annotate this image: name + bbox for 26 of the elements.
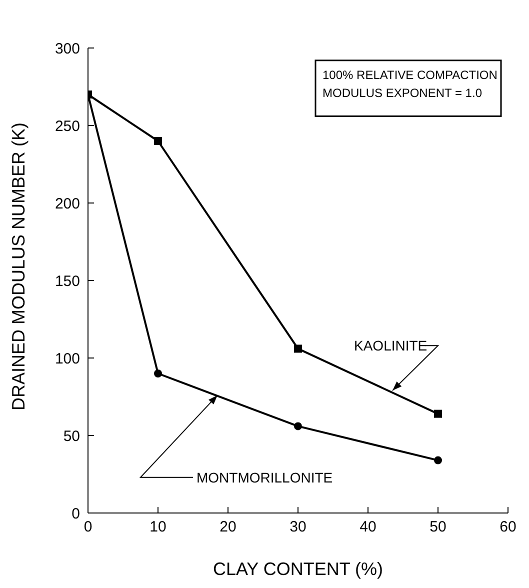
y-tick-label: 100 (54, 350, 80, 368)
x-tick-label: 20 (220, 518, 236, 536)
x-tick-label: 60 (500, 518, 516, 536)
x-axis-title: CLAY CONTENT (%) (212, 559, 384, 579)
series-label: KAOLINITE (354, 338, 428, 354)
y-tick-label: 300 (54, 40, 80, 58)
y-axis-title: DRAINED MODULUS NUMBER (K) (8, 122, 28, 410)
annotation: 100% RELATIVE COMPACTION (322, 68, 498, 82)
point (434, 456, 442, 464)
annotation: MODULUS EXPONENT = 1.0 (322, 86, 482, 100)
x-tick-label: 40 (360, 518, 376, 536)
point (434, 410, 442, 418)
x-tick-label: 50 (430, 518, 446, 536)
text: MONTMORILLONITE (196, 469, 333, 486)
x-tick-label: 30 (290, 518, 306, 536)
x-tick-label: 10 (150, 518, 166, 536)
point (154, 370, 162, 378)
point (294, 422, 302, 430)
y-tick-label: 50 (63, 428, 80, 445)
y-tick-label: 0 (72, 505, 80, 522)
x-tick-label: 0 (84, 518, 92, 536)
y-tick-label: 250 (54, 118, 80, 135)
y-tick-label: 200 (54, 195, 80, 212)
y-tick-label: 150 (54, 272, 80, 290)
point (294, 344, 302, 353)
point (154, 137, 162, 145)
